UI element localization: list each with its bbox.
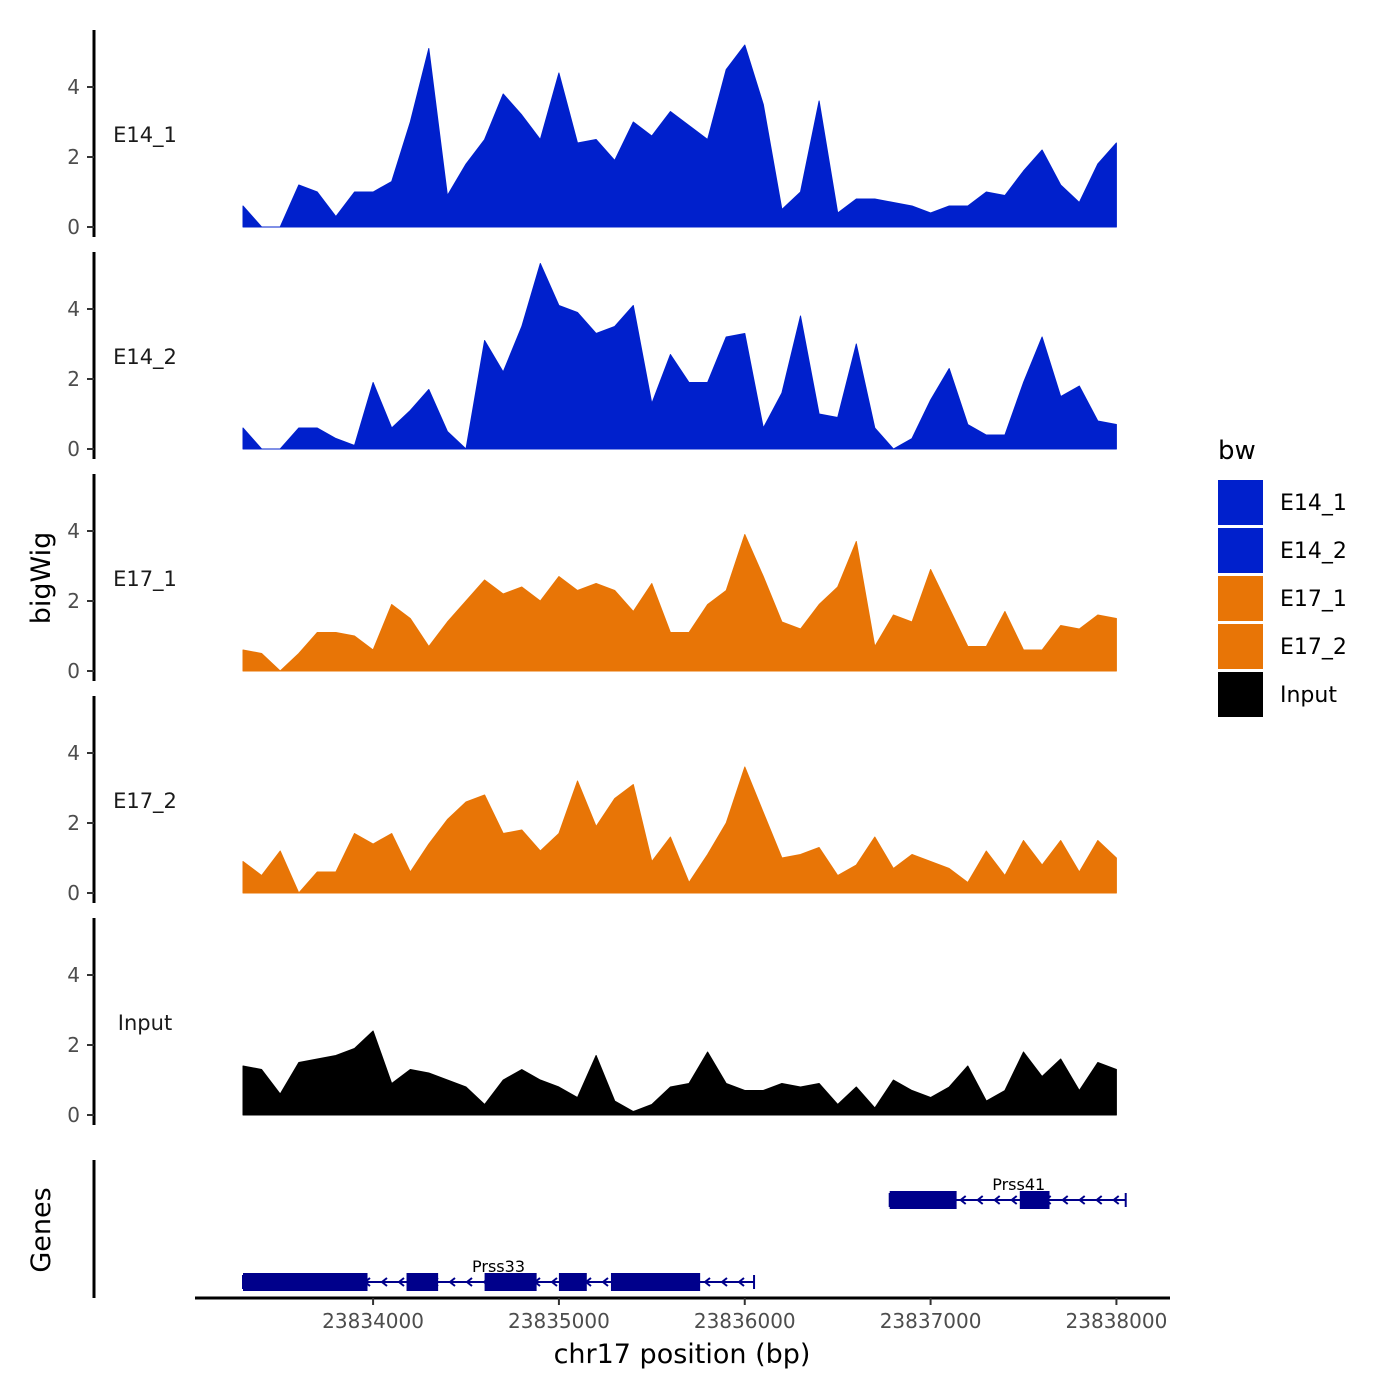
legend-swatch-e17_2 [1218, 624, 1263, 669]
coverage-area-e17_1 [242, 534, 1117, 672]
gene-exon [610, 1273, 701, 1291]
strand-arrow [1061, 1195, 1069, 1205]
coverage-area-e14_1 [242, 44, 1117, 228]
x-axis: 23834000 23835000 23836000 23837000 23838000 [195, 1296, 1170, 1333]
y-tick-label: 2 [67, 589, 80, 613]
y-tick-label: 2 [67, 145, 80, 169]
legend: bw E14_1 E14_2 E17_1 E17_2 Input [1218, 436, 1347, 717]
track-e14_2: 0 2 4 E14_2 [67, 252, 1117, 461]
legend-title: bw [1218, 436, 1256, 466]
y-tick-label: 4 [67, 519, 80, 543]
y-axis-title: bigWig [26, 532, 57, 625]
legend-label: E14_1 [1280, 491, 1347, 516]
y-tick-label: 0 [67, 1103, 80, 1127]
strand-arrow [397, 1277, 405, 1287]
gene-prss41: Prss41 [888, 1175, 1127, 1209]
coverage-area-e14_2 [242, 263, 1117, 450]
strand-arrow [720, 1277, 728, 1287]
legend-swatch-e14_1 [1218, 480, 1263, 525]
track-e17_1: 0 2 4 E17_1 [67, 474, 1117, 683]
x-tick-label: 23836000 [694, 1309, 796, 1333]
gene-exon [243, 1273, 368, 1291]
y-tick-label: 2 [67, 367, 80, 391]
track-label: E14_1 [113, 123, 177, 148]
legend-label: E14_2 [1280, 539, 1347, 564]
track-label: Input [118, 1011, 172, 1035]
y-tick-label: 0 [67, 659, 80, 683]
legend-label: Input [1280, 683, 1337, 708]
y-tick-label: 2 [67, 1033, 80, 1057]
legend-swatch-input [1218, 672, 1263, 717]
genes-panel: Prss33 Prss41 [92, 1160, 1127, 1298]
coverage-area-e17_2 [242, 766, 1117, 894]
gene-exon [484, 1273, 537, 1291]
legend-swatch-e17_1 [1218, 576, 1263, 621]
gene-label: Prss33 [472, 1257, 525, 1276]
x-tick-label: 23837000 [880, 1309, 982, 1333]
track-label: E14_2 [113, 345, 177, 370]
strand-arrow [550, 1277, 558, 1287]
x-tick-label: 23838000 [1066, 1309, 1168, 1333]
strand-arrow [976, 1195, 984, 1205]
legend-label: E17_1 [1280, 587, 1347, 612]
y-tick-label: 4 [67, 297, 80, 321]
track-input: 0 2 4 Input [67, 918, 1117, 1127]
track-label: E17_1 [113, 567, 177, 592]
strand-arrow [380, 1277, 388, 1287]
y-tick-label: 4 [67, 963, 80, 987]
genes-panel-title: Genes [26, 1187, 57, 1272]
strand-arrow [448, 1277, 456, 1287]
y-tick-label: 4 [67, 741, 80, 765]
x-axis-title: chr17 position (bp) [554, 1339, 811, 1370]
gene-exon [889, 1191, 957, 1209]
y-tick-label: 2 [67, 811, 80, 835]
strand-arrow [993, 1195, 1001, 1205]
strand-arrow [601, 1277, 609, 1287]
legend-label: E17_2 [1280, 635, 1347, 660]
strand-arrow [737, 1277, 745, 1287]
x-tick-label: 23834000 [322, 1309, 424, 1333]
gene-label: Prss41 [992, 1175, 1045, 1194]
strand-arrow [703, 1277, 711, 1287]
strand-arrow [1078, 1195, 1086, 1205]
track-e14_1: 0 2 4 E14_1 [67, 30, 1117, 239]
strand-arrow [465, 1277, 473, 1287]
y-tick-label: 4 [67, 75, 80, 99]
strand-arrow [1112, 1195, 1120, 1205]
x-tick-label: 23835000 [508, 1309, 610, 1333]
y-tick-label: 0 [67, 215, 80, 239]
strand-arrow [959, 1195, 967, 1205]
y-tick-label: 0 [67, 437, 80, 461]
strand-arrow [1095, 1195, 1103, 1205]
bigwig-tracks: 0 2 4 E14_1 0 2 4 E14_2 0 2 4 E17_1 0 2 4 E17_2 0 2 4 Input [67, 30, 1117, 1127]
gene-exon [1019, 1191, 1050, 1209]
gene-exon [558, 1273, 587, 1291]
legend-swatch-e14_2 [1218, 528, 1263, 573]
strand-arrow [1010, 1195, 1018, 1205]
gene-prss33: Prss33 [242, 1257, 756, 1291]
y-tick-label: 0 [67, 881, 80, 905]
track-e17_2: 0 2 4 E17_2 [67, 696, 1117, 905]
gene-exon [406, 1273, 439, 1291]
coverage-area-input [242, 1030, 1117, 1116]
track-label: E17_2 [113, 789, 177, 814]
